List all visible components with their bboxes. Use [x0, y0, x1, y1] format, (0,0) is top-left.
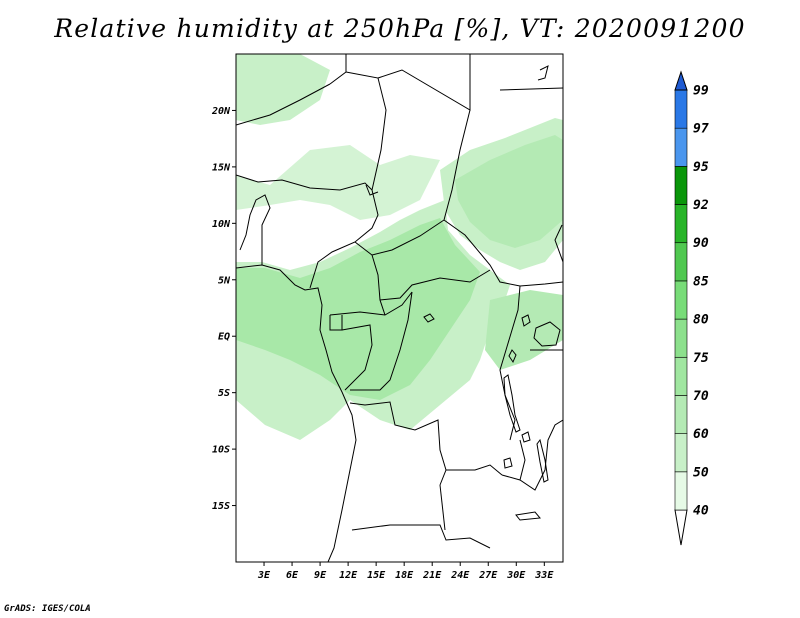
- border-segment: [329, 315, 343, 331]
- humidity-shading: [236, 54, 563, 440]
- border-segment: [371, 219, 445, 256]
- lon-tick-label: 9E: [314, 570, 327, 581]
- lon-tick-label: 24E: [450, 570, 470, 581]
- lat-tick-label: 15N: [212, 162, 231, 173]
- colorbar-box: [674, 395, 688, 434]
- colorbar-box: [674, 433, 688, 473]
- colorbar-box: [674, 242, 688, 282]
- border-segment: [350, 291, 413, 391]
- colorbar-level-label: 95: [693, 160, 709, 175]
- border-segment: [236, 83, 331, 126]
- border-segment: [365, 184, 379, 196]
- colorbar-box: [674, 204, 688, 244]
- lake-chad: [423, 313, 435, 323]
- lon-tick-label: 12E: [339, 570, 358, 581]
- lon-tick-label: 6E: [286, 570, 299, 581]
- colorbar-level-label: 97: [693, 122, 709, 137]
- lake-tanganyika: [503, 374, 521, 433]
- colorbar-level-label: 70: [693, 389, 709, 404]
- grads-credit: GrADS: IGES/COLA: [4, 604, 91, 614]
- longitude-axis: 3E 6E 9E 12E 15E 18E 21E 24E 27E 30E 33E: [257, 562, 554, 581]
- colorbar-level-label: 80: [693, 313, 709, 328]
- country-borders: [236, 54, 563, 562]
- coastline-gulf-of-guinea: [236, 264, 357, 562]
- humidity-region-lake-patch: [485, 290, 563, 370]
- lon-tick-label: 15E: [367, 570, 386, 581]
- colorbar-level-label: 50: [693, 465, 709, 480]
- colorbar-level-label: 90: [693, 236, 709, 251]
- lake-malawi: [536, 438, 549, 483]
- border-segment: [351, 524, 491, 549]
- lake-victoria: [533, 321, 561, 347]
- lat-tick-label: 15S: [212, 501, 230, 512]
- colorbar-box: [674, 318, 688, 358]
- border-segment: [501, 419, 563, 491]
- colorbar-level-label: 85: [693, 274, 709, 289]
- border-segment: [354, 241, 386, 316]
- humidity-region-east-inner: [455, 135, 563, 248]
- lat-tick-label: 20N: [211, 106, 231, 117]
- lat-tick-label: 10S: [212, 445, 230, 456]
- lat-tick-label: 5S: [218, 388, 230, 399]
- colorbar-level-label: 60: [693, 427, 709, 442]
- lake-bangweulu: [521, 431, 531, 443]
- lat-tick-label: 5N: [218, 275, 231, 286]
- colorbar-level-label: 40: [693, 504, 709, 519]
- lon-tick-label: 27E: [478, 570, 498, 581]
- lon-tick-label: 33E: [534, 570, 554, 581]
- lat-tick-label: EQ: [218, 332, 230, 343]
- border-segment: [349, 401, 447, 486]
- colorbar-box: [674, 356, 688, 396]
- border-segment: [446, 464, 503, 476]
- lakes: [423, 313, 561, 521]
- colorbar: 40 50 60 70 75 80 85 90 92 95 97 99: [674, 70, 709, 546]
- humidity-region-sahel: [236, 145, 440, 220]
- colorbar-level-label: 75: [693, 351, 709, 366]
- border-segment: [377, 54, 471, 111]
- border-segment: [443, 219, 563, 287]
- border-segment: [554, 224, 563, 263]
- border-segment: [341, 324, 373, 391]
- lake-albert: [521, 314, 531, 327]
- border-segment: [519, 439, 526, 481]
- lon-tick-label: 30E: [506, 570, 526, 581]
- colorbar-box: [674, 127, 688, 167]
- humidity-region-core: [236, 218, 480, 400]
- lake-kariba: [515, 511, 541, 521]
- colorbar-level-label: 99: [693, 84, 709, 99]
- colorbar-upper-triangle: [674, 70, 688, 91]
- lon-tick-label: 3E: [257, 570, 271, 581]
- colorbar-lower-triangle: [674, 509, 688, 546]
- colorbar-box: [674, 166, 688, 205]
- lake-mweru: [503, 457, 513, 469]
- border-segment: [439, 484, 446, 531]
- border-segment: [345, 71, 387, 191]
- border-segment: [379, 269, 491, 301]
- plot-frame: [235, 53, 564, 563]
- latitude-axis: 20N 15N 10N 5N EQ 5S 10S 15S: [211, 106, 236, 512]
- border-segment: [537, 65, 549, 81]
- map-title: Relative humidity at 250hPa [%], VT: 202…: [54, 14, 746, 43]
- border-segment: [329, 54, 347, 85]
- border-segment: [499, 285, 521, 441]
- lat-tick-label: 10N: [212, 219, 231, 230]
- colorbar-box: [674, 89, 688, 129]
- lake-kivu: [508, 349, 517, 364]
- border-segment: [329, 291, 413, 316]
- colorbar-level-label: 92: [693, 198, 709, 213]
- border-segment: [499, 87, 563, 91]
- border-segment: [239, 194, 271, 265]
- colorbar-box: [674, 471, 688, 511]
- humidity-region-north-patch: [236, 54, 330, 125]
- colorbar-box: [674, 280, 688, 320]
- lon-tick-label: 18E: [395, 570, 414, 581]
- border-segment: [236, 174, 373, 191]
- lon-tick-label: 21E: [422, 570, 442, 581]
- border-segment: [443, 109, 471, 221]
